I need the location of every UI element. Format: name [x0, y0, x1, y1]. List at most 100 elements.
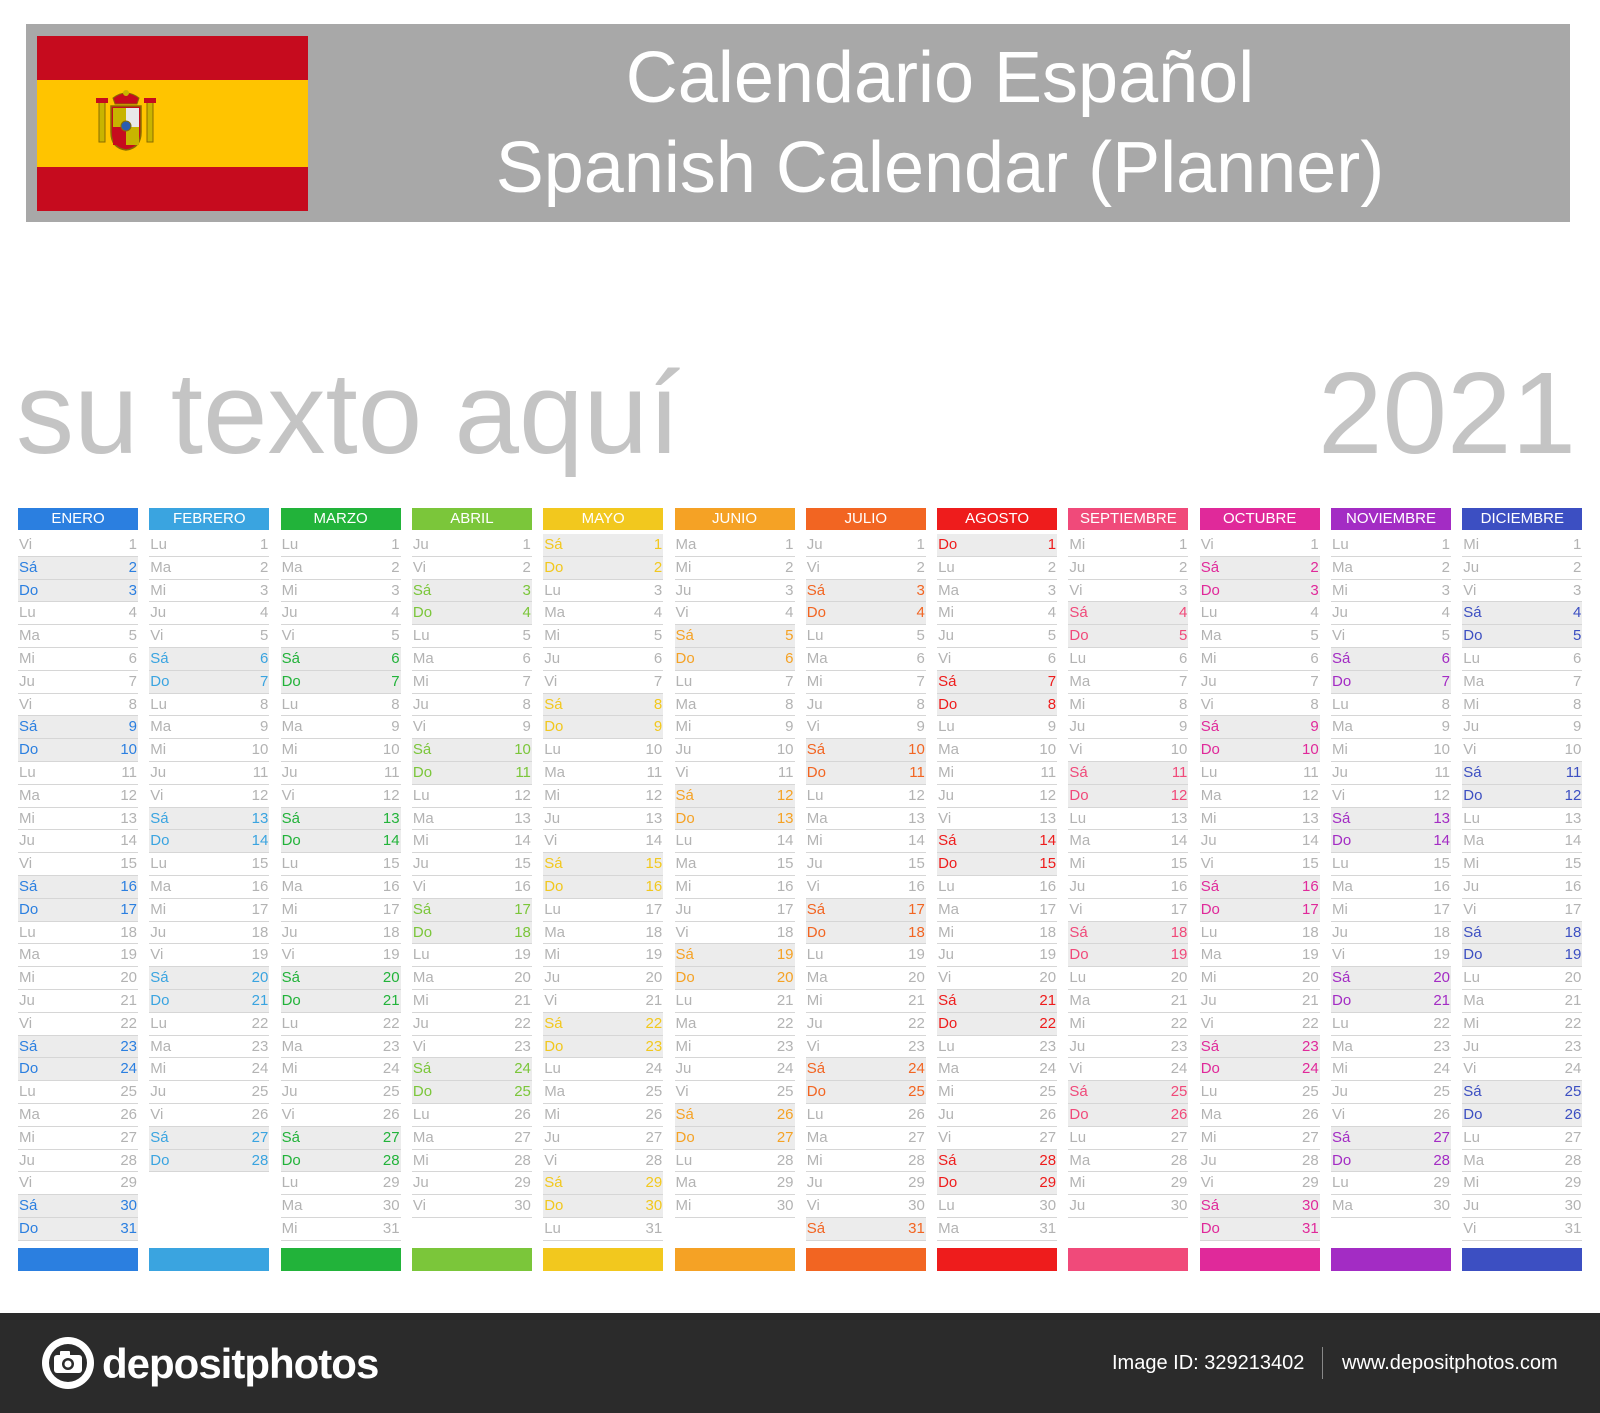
weekday-abbrev: Vi — [412, 558, 426, 576]
weekday-abbrev: Lu — [938, 718, 955, 736]
day-list: Vi 1 Sá 2 Do 3 Lu 4 Ma 5 Mi 6 Ju 7 Vi 8 Sá 9 Do 10 Lu 11 Ma 12 M… — [18, 534, 138, 1241]
weekend-day-row: Sá 19 — [674, 944, 795, 968]
weekday-abbrev: Do — [1463, 946, 1483, 964]
day-row: Mi 17 — [1331, 899, 1451, 922]
year-label: 2021 — [1317, 348, 1576, 478]
weekend-day-row: Sá 6 — [280, 647, 401, 671]
weekend-day-row: Sá 15 — [543, 853, 664, 876]
day-number: 2 — [128, 558, 137, 576]
day-number: 1 — [128, 536, 137, 553]
day-row: Vi 25 — [674, 1081, 795, 1104]
day-number: 6 — [1179, 649, 1188, 667]
day-number: 11 — [1040, 763, 1057, 781]
weekday-abbrev: Ju — [806, 1014, 823, 1032]
day-row: Vi 12 — [1331, 785, 1451, 808]
day-number: 28 — [645, 1151, 663, 1169]
day-row: Ju 23 — [1068, 1036, 1189, 1059]
day-row: Mi 20 — [1199, 967, 1320, 990]
weekend-day-row: Do 17 — [18, 898, 138, 922]
day-row: Ma 15 — [674, 853, 795, 876]
weekend-day-row: Do 14 — [1331, 830, 1451, 854]
weekday-abbrev: Mi — [19, 809, 35, 827]
day-row: Lu 18 — [1199, 922, 1320, 945]
weekday-abbrev: Lu — [1463, 649, 1480, 667]
weekday-abbrev: Mi — [412, 991, 429, 1009]
day-number: 5 — [1572, 627, 1582, 645]
weekday-abbrev: Vi — [1069, 581, 1083, 599]
weekday-abbrev: Ma — [150, 1037, 172, 1055]
day-number: 19 — [1433, 946, 1450, 964]
month-color-footer — [1462, 1248, 1583, 1271]
month-header: DICIEMBRE — [1462, 508, 1583, 530]
day-number: 9 — [259, 718, 269, 736]
day-number: 3 — [128, 581, 137, 599]
weekday-abbrev: Lu — [281, 1014, 299, 1032]
weekday-abbrev: Ju — [806, 695, 823, 713]
day-number: 17 — [120, 900, 137, 918]
day-number: 7 — [1441, 672, 1450, 690]
weekday-abbrev: Ma — [150, 718, 172, 736]
weekday-abbrev: Mi — [1463, 695, 1480, 713]
day-row: Mi 28 — [805, 1150, 926, 1173]
day-number: 16 — [120, 877, 137, 895]
weekday-abbrev: Do — [1200, 581, 1220, 599]
day-number: 28 — [1302, 1151, 1319, 1169]
day-number: 3 — [522, 581, 531, 599]
weekday-abbrev: Mi — [938, 923, 954, 941]
day-number: 15 — [908, 855, 925, 873]
day-number: 20 — [120, 969, 137, 987]
day-row: Ju 11 — [149, 762, 270, 785]
day-number: 9 — [785, 718, 794, 736]
day-number: 13 — [251, 809, 269, 827]
day-number: 17 — [1039, 900, 1057, 918]
day-row: Lu 16 — [937, 876, 1058, 899]
day-row: Vi 22 — [1199, 1013, 1320, 1036]
day-number: 28 — [514, 1151, 531, 1169]
weekend-day-row: Do 28 — [280, 1149, 401, 1173]
weekend-day-row: Sá 27 — [149, 1126, 270, 1150]
day-number: 22 — [645, 1014, 663, 1032]
day-number: 16 — [1170, 877, 1188, 895]
weekend-day-row: Do 30 — [543, 1195, 664, 1218]
weekday-abbrev: Ma — [806, 969, 828, 987]
day-number: 26 — [1170, 1105, 1188, 1123]
weekday-abbrev: Vi — [1200, 536, 1214, 553]
day-number: 1 — [522, 536, 531, 553]
weekday-abbrev: Ma — [150, 877, 172, 895]
day-number: 15 — [776, 855, 794, 873]
day-number: 24 — [1039, 1060, 1057, 1078]
day-row: Ma 22 — [674, 1013, 795, 1036]
day-row: Lu 15 — [1331, 853, 1451, 876]
day-row: Mi 26 — [543, 1104, 664, 1127]
day-number: 11 — [777, 763, 794, 781]
weekday-abbrev: Do — [806, 1083, 826, 1101]
site-url-link[interactable]: www.depositphotos.com — [1342, 1352, 1558, 1374]
day-number: 24 — [120, 1060, 137, 1078]
day-number: 1 — [391, 536, 400, 553]
weekday-abbrev: Lu — [938, 558, 955, 576]
day-number: 4 — [916, 604, 925, 622]
day-row: Ma 11 — [543, 762, 664, 785]
day-row: Mi 3 — [149, 580, 270, 603]
day-row: Ju 10 — [674, 739, 795, 762]
weekday-abbrev: Ju — [1069, 718, 1086, 736]
day-row: Ju 6 — [543, 648, 664, 671]
day-number: 17 — [514, 900, 531, 918]
title-spanish: Calendario Español — [625, 38, 1255, 118]
weekday-abbrev: Vi — [938, 969, 952, 987]
weekday-abbrev: Lu — [19, 923, 36, 941]
day-number: 5 — [1047, 627, 1057, 645]
day-number: 13 — [1170, 809, 1188, 827]
day-number: 22 — [382, 1014, 400, 1032]
day-row: Mi 14 — [805, 830, 926, 854]
day-number: 20 — [1564, 969, 1582, 987]
day-number: 8 — [785, 695, 794, 713]
day-row: Ma 14 — [1462, 830, 1583, 854]
weekday-abbrev: Lu — [675, 1151, 693, 1169]
day-list: Ma 1 Mi 2 Ju 3 Vi 4 Sá 5 Do 6 Lu 7 Ma 8 Mi 9 Ju 10 Vi 11 Sá 12 D… — [674, 534, 795, 1218]
weekday-abbrev: Mi — [544, 786, 561, 804]
day-number: 12 — [1039, 786, 1057, 804]
weekday-abbrev: Ma — [806, 649, 828, 667]
day-number: 4 — [1441, 604, 1450, 622]
weekend-day-row: Do 4 — [411, 602, 532, 626]
